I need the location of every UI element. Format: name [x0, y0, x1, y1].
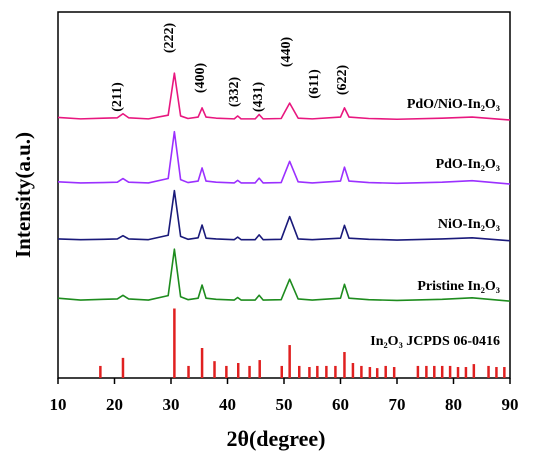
pattern-line — [57, 72, 511, 121]
x-tick-label: 20 — [106, 395, 123, 414]
peak-label: (611) — [307, 69, 322, 99]
peak-label: (211) — [110, 82, 125, 112]
pattern-line — [57, 189, 511, 242]
peak-label: (222) — [162, 23, 177, 54]
series-label: PdO/NiO-In₂O₃ — [407, 97, 500, 112]
series-label: NiO-In₂O₃ — [438, 217, 500, 232]
y-axis-title: Intensity(a.u.) — [11, 132, 35, 258]
peak-label: (431) — [251, 82, 266, 113]
x-tick-label: 80 — [445, 395, 462, 414]
x-tick-label: 60 — [332, 395, 349, 414]
x-tick-label: 90 — [502, 395, 519, 414]
x-tick-label: 10 — [50, 395, 67, 414]
peak-label: (332) — [227, 77, 242, 108]
x-tick-label: 30 — [163, 395, 180, 414]
series-label: Pristine In₂O₃ — [417, 279, 500, 294]
peak-label: (440) — [279, 37, 294, 68]
x-tick-label: 70 — [389, 395, 406, 414]
series-label: PdO-In₂O₃ — [436, 157, 500, 172]
x-tick-label: 50 — [276, 395, 293, 414]
reference-label: In₂O₃ JCPDS 06-0416 — [370, 334, 500, 349]
x-axis-title: 2θ(degree) — [226, 426, 325, 451]
pattern-line — [57, 130, 511, 185]
pattern-line — [57, 248, 511, 302]
peak-label: (622) — [335, 65, 350, 96]
peak-label: (400) — [193, 63, 208, 94]
x-tick-label: 40 — [219, 395, 236, 414]
